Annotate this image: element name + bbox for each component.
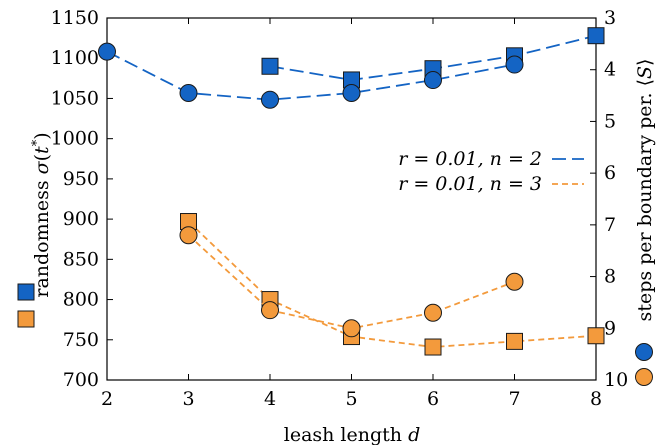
x-axis-label: leash length d (284, 424, 420, 445)
y-tick-label-left: 900 (63, 208, 99, 230)
legend: r = 0.01, n = 2 r = 0.01, n = 3 (398, 148, 584, 195)
y-tick-label-left: 800 (63, 289, 99, 311)
data-series (98, 27, 605, 356)
y-tick-label-left: 1150 (51, 7, 99, 29)
y-tick-label-right: 7 (604, 214, 616, 236)
y-tick-label-left: 1050 (51, 87, 99, 109)
x-tick-label: 5 (345, 388, 357, 410)
data-point-circle (342, 83, 361, 102)
x-tick-label: 4 (264, 388, 276, 410)
legend-label: r = 0.01, n = 2 (398, 148, 542, 170)
right-label-circle-blue (635, 343, 653, 361)
data-point-square (506, 332, 523, 350)
right-label-circle-orange (635, 368, 653, 386)
data-point-circle (342, 319, 361, 338)
y-tick-label-right: 3 (604, 7, 616, 29)
y-tick-label-right: 6 (604, 162, 616, 184)
legend-label: r = 0.01, n = 3 (398, 173, 542, 195)
data-point-circle (261, 90, 279, 109)
x-tick-label: 3 (182, 388, 194, 410)
y-tick-label-left: 1100 (51, 47, 99, 69)
data-point-circle (505, 272, 524, 291)
tick-labels: 2 3 4 5 6 7 8 700 750 800 850 900 950 1000 1050 1100 115… (51, 7, 629, 410)
series-line (187, 234, 515, 330)
y-tick-label-left: 950 (63, 168, 99, 190)
data-point-circle (98, 42, 116, 61)
left-label-square-blue (17, 283, 35, 301)
data-point-circle (424, 71, 442, 90)
data-point-circle (179, 226, 198, 245)
axis-label-markers (17, 283, 653, 386)
y-tick-label-left: 1000 (51, 128, 99, 150)
x-tick-label: 8 (590, 388, 602, 410)
y-tick-label-right: 4 (604, 59, 616, 81)
data-point-square (261, 57, 279, 75)
data-point-circle (179, 83, 198, 102)
y-tick-label-left: 850 (63, 248, 99, 270)
y-tick-label-right: 5 (604, 110, 616, 132)
data-point-circle (505, 55, 524, 74)
left-label-square-orange (17, 310, 35, 328)
y-tick-label-right: 10 (604, 369, 628, 391)
data-point-square (587, 27, 605, 45)
y-tick-label-right: 9 (604, 317, 616, 339)
y-tick-label-left: 750 (63, 329, 99, 351)
x-tick-label: 6 (427, 388, 439, 410)
x-tick-label: 7 (508, 388, 520, 410)
y-axis-label-right: steps per boundary per. ⟨S⟩ (634, 59, 656, 322)
y-tick-label-left: 700 (63, 369, 99, 391)
data-point-square (424, 338, 442, 356)
data-point-circle (261, 301, 279, 320)
data-point-square (587, 327, 605, 345)
x-tick-label: 2 (101, 388, 113, 410)
y-axis-label-left: randomness σ(t*) (30, 132, 54, 297)
series-line (187, 220, 597, 348)
data-point-circle (424, 303, 442, 322)
y-tick-label-right: 8 (604, 266, 616, 288)
series-line (106, 50, 515, 101)
